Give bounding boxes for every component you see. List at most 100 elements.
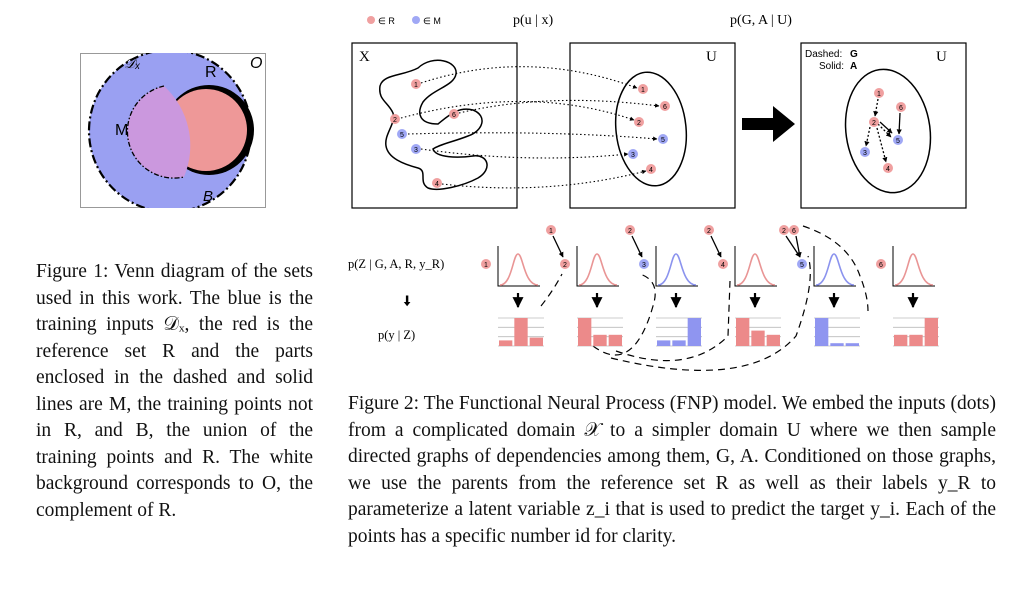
o-label: O — [250, 55, 262, 72]
graph-point-4: 4 — [883, 163, 893, 173]
edge-2-3 — [864, 126, 871, 147]
graph-point-3: 3 — [860, 147, 870, 157]
graph-point-1: 1 — [874, 88, 884, 98]
graph-edges — [864, 98, 902, 163]
dx-label: 𝒟ₓ — [124, 55, 141, 71]
x-point-1: 1 — [411, 79, 421, 89]
column-2-density-curve — [578, 253, 618, 286]
big-right-arrow — [742, 106, 795, 142]
svg-text:2: 2 — [563, 262, 567, 269]
svg-text:6: 6 — [663, 104, 667, 111]
panel-x-label: X — [359, 49, 370, 65]
arc-2-to-3 — [592, 273, 656, 356]
x-point-5: 5 — [397, 129, 407, 139]
svg-text:6: 6 — [792, 228, 796, 235]
column-6-density-curve — [894, 253, 934, 286]
column-4-axes — [734, 246, 777, 287]
b-label: B — [203, 188, 213, 205]
svg-text:4: 4 — [721, 262, 725, 269]
embed-arrow-5 — [407, 132, 658, 141]
svg-text:4: 4 — [886, 166, 890, 173]
column-3-parent-2: 2 — [625, 225, 635, 235]
svg-text:1: 1 — [549, 228, 553, 235]
legend-red-dot — [367, 16, 375, 24]
legend-in-m: ∈ M — [423, 16, 441, 26]
column-4: 42 — [704, 225, 781, 347]
panel-u-graph-label: U — [936, 49, 947, 65]
svg-text:5: 5 — [400, 132, 404, 139]
label-p-y: p(y | Z) — [378, 328, 415, 342]
dashed-legend-value: G — [850, 49, 858, 60]
svg-text:5: 5 — [896, 138, 900, 145]
u-point-2: 2 — [634, 117, 644, 127]
edge-1-2 — [873, 98, 879, 117]
u-point-5: 5 — [658, 134, 668, 144]
svg-text:6: 6 — [899, 105, 903, 112]
dashed-legend-label: Dashed: — [805, 49, 842, 60]
label-p-z: p(Z | G, A, R, y_R) — [348, 257, 444, 271]
column-4-density-curve — [736, 253, 776, 286]
graph-points: 1 6 2 5 3 4 — [860, 88, 906, 173]
svg-text:2: 2 — [628, 228, 632, 235]
edge-6-5 — [896, 112, 902, 135]
svg-text:4: 4 — [435, 181, 439, 188]
arc-1-to-2 — [540, 273, 563, 307]
x-point-4: 4 — [432, 178, 442, 188]
embed-arrow-4 — [441, 169, 647, 189]
column-5-node: 5 — [797, 259, 807, 269]
u-point-6: 6 — [660, 101, 670, 111]
x-point-2: 2 — [390, 114, 400, 124]
u-point-1: 1 — [638, 84, 648, 94]
column-3-axes — [655, 246, 698, 287]
svg-text:3: 3 — [863, 150, 867, 157]
column-1-node: 1 — [481, 259, 491, 269]
column-1-bar-3 — [529, 337, 543, 346]
column-3-node: 3 — [639, 259, 649, 269]
figure-1: 𝒟ₓ R O M B — [80, 48, 266, 214]
x-points: 1 2 6 5 3 4 — [390, 79, 459, 188]
column-4-parent-arrow-2 — [710, 235, 722, 258]
svg-text:4: 4 — [649, 167, 653, 174]
m-overlap-region — [127, 86, 191, 179]
title-p-g-a-given-u: p(G, A | U) — [730, 13, 792, 28]
point-legend: ∈ R ∈ M — [367, 16, 441, 26]
svg-text:1: 1 — [484, 262, 488, 269]
column-1: 1 — [481, 246, 544, 347]
column-5-bar-3 — [845, 343, 859, 346]
column-5: 5 2 6 — [779, 225, 860, 347]
column-3-bar-1 — [657, 340, 671, 346]
column-1-density-curve — [499, 253, 539, 286]
column-4-bar-1 — [736, 318, 750, 346]
solid-legend-value: A — [850, 61, 857, 72]
column-4-bar-3 — [766, 334, 780, 346]
solid-legend-label: Solid: — [819, 61, 844, 72]
svg-text:3: 3 — [631, 152, 635, 159]
u-point-4: 4 — [646, 164, 656, 174]
title-p-u-given-x: p(u | x) — [513, 13, 553, 28]
embed-arrow-2 — [400, 100, 635, 121]
column-1-bar-2 — [514, 318, 528, 346]
column-3: 32 — [625, 225, 702, 347]
u-point-3: 3 — [628, 149, 638, 159]
figure-2-caption: Figure 2: The Functional Neural Process … — [348, 393, 996, 547]
column-2-parent-1: 1 — [546, 225, 556, 235]
svg-text:1: 1 — [641, 87, 645, 94]
svg-text:1: 1 — [877, 91, 881, 98]
label-down-arrow: 🠫 — [403, 293, 411, 310]
u-domain-shape — [614, 71, 688, 187]
graph-point-5: 5 — [893, 135, 903, 145]
legend-blue-dot — [412, 16, 420, 24]
column-5-parent-2: 2 — [779, 225, 789, 235]
column-2-parent-arrow-1 — [552, 235, 564, 258]
fnp-diagram: ∈ R ∈ M p(u | x) p(G, A | U) X U Dashed:… — [348, 13, 967, 371]
column-6-bar-2 — [909, 334, 923, 346]
column-4-bar-2 — [751, 330, 765, 346]
column-5-density-curve — [815, 253, 855, 286]
column-2-bar-3 — [608, 334, 622, 346]
figure-2: ∈ R ∈ M p(u | x) p(G, A | U) X U Dashed:… — [348, 6, 990, 388]
column-6-node: 6 — [876, 259, 886, 269]
column-6-axes — [892, 246, 935, 287]
column-4-node: 4 — [718, 259, 728, 269]
svg-text:5: 5 — [661, 137, 665, 144]
graph-point-2: 2 — [869, 117, 879, 127]
